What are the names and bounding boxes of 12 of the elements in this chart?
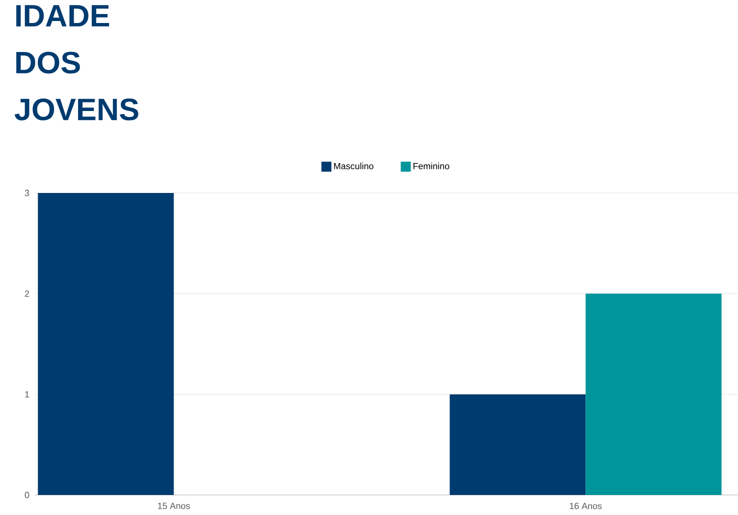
x-tick-label: 16 Anos: [570, 502, 602, 510]
y-tick-label: 2: [24, 290, 30, 297]
y-tick-label: 1: [25, 391, 30, 398]
bar: [586, 294, 722, 495]
bar: [450, 394, 586, 495]
bar: [38, 192, 174, 495]
legend-label: Feminino: [413, 162, 450, 170]
y-tick-label: 3: [24, 190, 30, 196]
y-tick-label: 0: [24, 492, 30, 498]
chart-title: IDADE DOS JOVENS: [14, 5, 138, 120]
x-tick-label: 15 Anos: [158, 502, 190, 510]
legend-label: Masculino: [334, 162, 374, 170]
